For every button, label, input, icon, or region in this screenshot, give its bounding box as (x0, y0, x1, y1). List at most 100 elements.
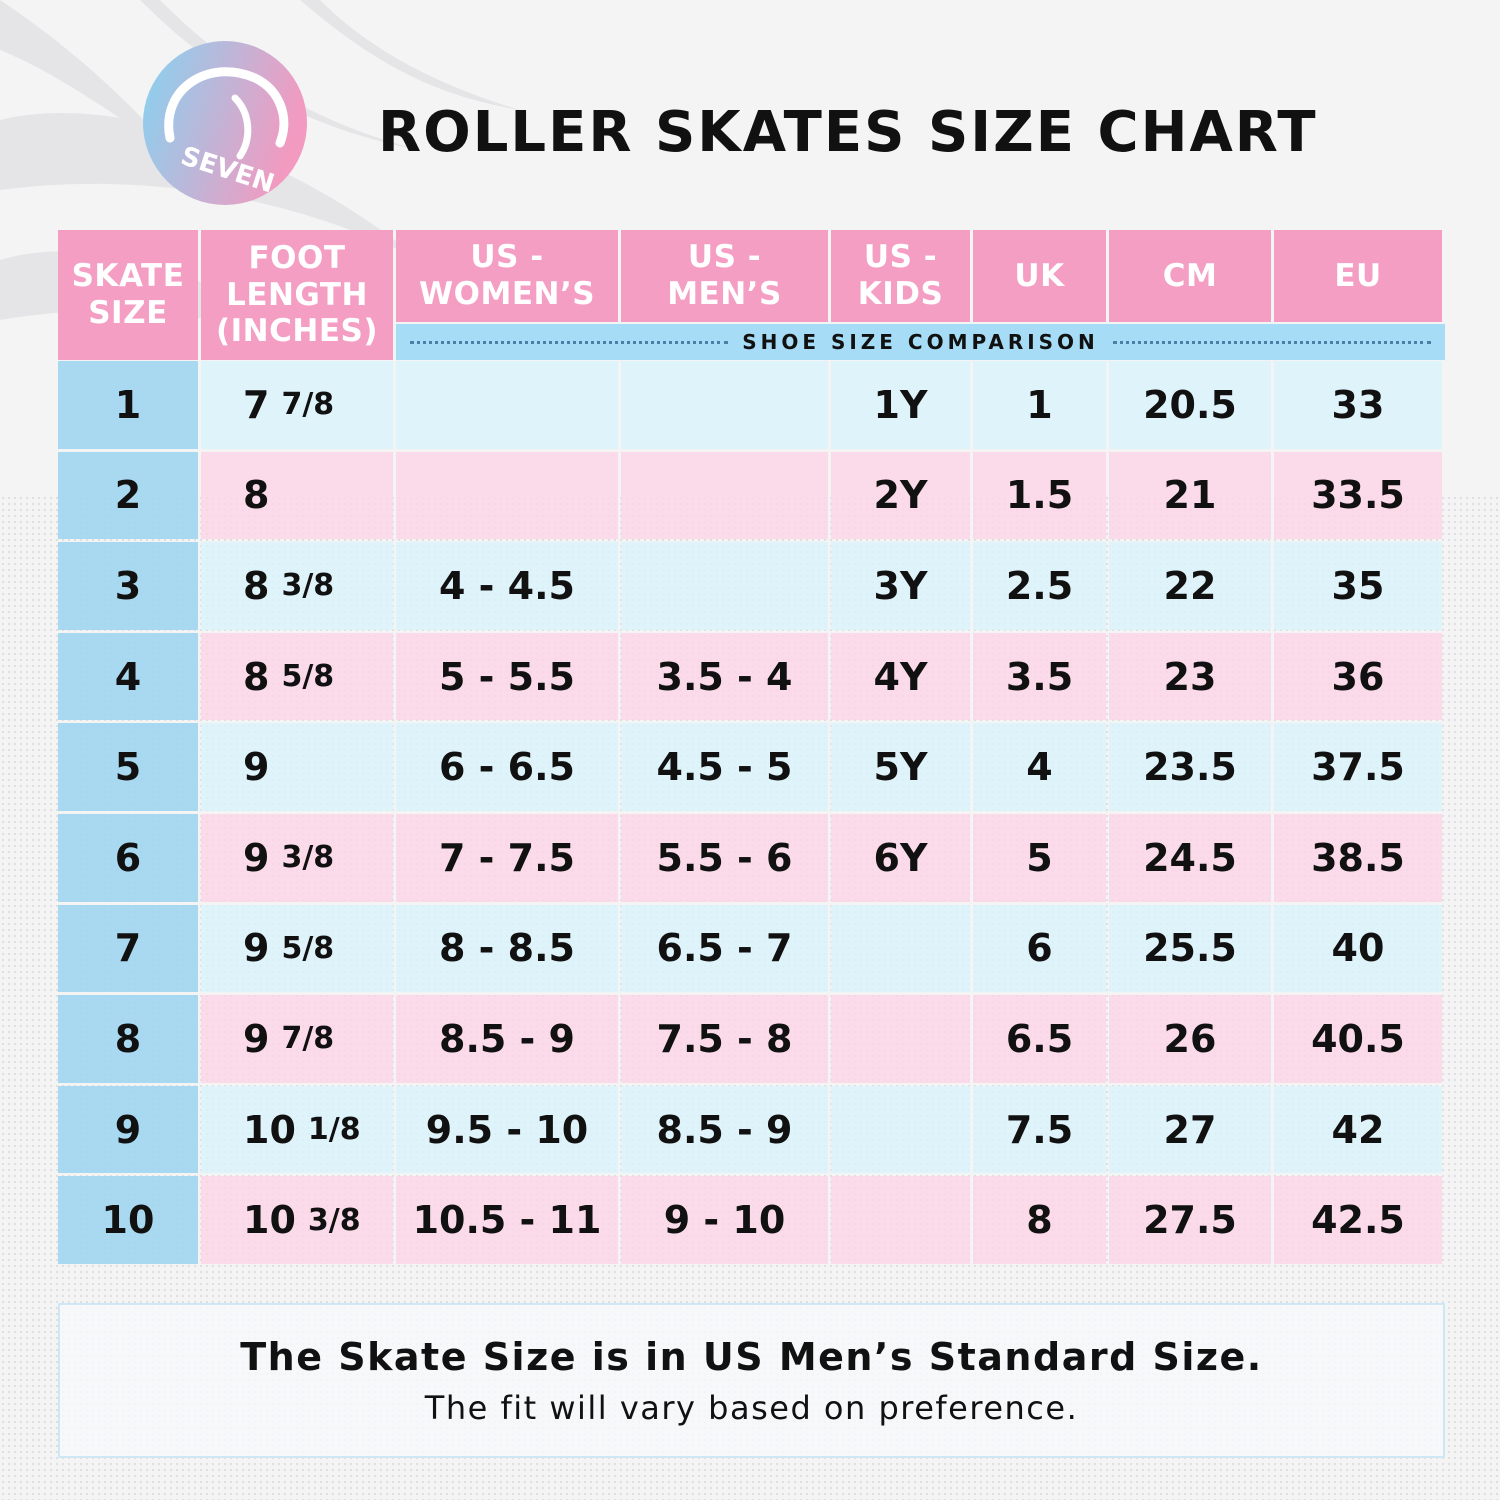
cell-value: 21 (1163, 473, 1217, 518)
cell-cm: 23.5 (1109, 723, 1271, 811)
cell-value: 5.5 - 6 (656, 835, 793, 880)
cell-value: 23.5 (1143, 745, 1237, 790)
cell-value: 27.5 (1143, 1198, 1237, 1243)
cell-value: 6 (1026, 926, 1053, 971)
cell-value: 7.5 - 8 (656, 1016, 793, 1061)
cell-value: 10 (243, 1198, 296, 1243)
cell-us-women: 6 - 6.5 (396, 723, 618, 811)
cell-value: 4 (114, 654, 142, 699)
cell-value: 6Y (873, 835, 928, 880)
cell-value: 42 (1331, 1107, 1385, 1152)
cell-eu: 42 (1274, 1085, 1442, 1174)
cell-uk: 2.5 (973, 542, 1106, 630)
cell-value: 3Y (873, 563, 928, 608)
cell-value: 42.5 (1311, 1198, 1405, 1243)
cell-value: 40 (1331, 926, 1385, 971)
cell-value: 9.5 - 10 (425, 1107, 589, 1152)
cell-value: 1Y (873, 382, 928, 427)
cell-us-women: 8 - 8.5 (396, 904, 618, 993)
cell-us-men: 6.5 - 7 (621, 904, 828, 993)
cell-cm: 24.5 (1109, 814, 1271, 902)
cell-fraction: 5/8 (281, 659, 335, 695)
cell-us-women (396, 451, 618, 540)
cell-uk: 8 (973, 1176, 1106, 1264)
header-us-kids: US - KIDS (831, 230, 970, 322)
cell-value: 23 (1163, 654, 1217, 699)
cell-value: 8.5 - 9 (656, 1107, 793, 1152)
cell-value: 37.5 (1311, 745, 1405, 790)
cell-us-kids: 4Y (831, 632, 970, 721)
seven-logo: SEVEN (143, 41, 307, 205)
header-text: (INCHES) (215, 313, 378, 350)
header-text: FOOT (248, 240, 346, 277)
header-text: WOMEN’S (418, 276, 596, 312)
cell-value: 9 - 10 (663, 1198, 786, 1243)
cell-eu: 40 (1274, 904, 1442, 993)
cell-foot-length: 9 (201, 723, 393, 811)
cell-us-kids: 6Y (831, 814, 970, 902)
cell-skate-size: 1 (58, 361, 198, 449)
cell-value: 33.5 (1311, 473, 1405, 518)
page-title: ROLLER SKATES SIZE CHART (378, 100, 1318, 165)
cell-uk: 5 (973, 814, 1106, 902)
cell-cm: 23 (1109, 632, 1271, 721)
cell-fraction: 5/8 (281, 930, 335, 966)
cell-us-kids: 1Y (831, 361, 970, 449)
cell-value: 8 (243, 563, 270, 608)
header-skate-size: SKATE SIZE (58, 230, 198, 360)
cell-value: 6 (114, 835, 142, 880)
header-text: SKATE (71, 258, 185, 295)
cell-value: 24.5 (1143, 835, 1237, 880)
cell-eu: 35 (1274, 542, 1442, 630)
cell-value: 5 - 5.5 (439, 654, 575, 699)
cell-skate-size: 2 (58, 451, 198, 540)
shoe-size-comparison-band: SHOE SIZE COMPARISON (396, 324, 1445, 360)
cell-value: 6.5 - 7 (656, 926, 793, 971)
cell-value: 6.5 (1005, 1016, 1074, 1061)
comparison-label: SHOE SIZE COMPARISON (742, 330, 1099, 354)
cell-skate-size: 7 (58, 904, 198, 993)
header-uk: UK (973, 230, 1106, 322)
cell-fraction: 3/8 (281, 568, 335, 604)
cell-us-women: 5 - 5.5 (396, 632, 618, 721)
cell-value: 2Y (873, 473, 928, 518)
header-us-women: US - WOMEN’S (396, 230, 618, 322)
header-eu: EU (1274, 230, 1442, 322)
cell-value: 10 (243, 1107, 296, 1152)
cell-us-kids (831, 1085, 970, 1174)
cell-value: 1.5 (1005, 473, 1074, 518)
cell-value: 4.5 - 5 (656, 745, 793, 790)
cell-us-kids (831, 995, 970, 1083)
cell-value: 7 (114, 926, 142, 971)
cell-value: 3 (114, 563, 142, 608)
cell-value: 6 - 6.5 (439, 745, 575, 790)
cell-value: 10 (101, 1198, 155, 1243)
cell-foot-length: 10 1/8 (201, 1085, 393, 1174)
cell-eu: 37.5 (1274, 723, 1442, 811)
dotted-rule (410, 340, 729, 344)
cell-uk: 1 (973, 361, 1106, 449)
cell-value: 25.5 (1143, 926, 1237, 971)
header-text: US - (470, 239, 544, 276)
cell-value: 9 (243, 926, 270, 971)
cell-cm: 26 (1109, 995, 1271, 1083)
cell-us-women: 4 - 4.5 (396, 542, 618, 630)
cell-value: 22 (1163, 563, 1217, 608)
cell-foot-length: 7 7/8 (201, 361, 393, 449)
cell-value: 4Y (873, 654, 928, 699)
cell-skate-size: 3 (58, 542, 198, 630)
cell-us-kids: 3Y (831, 542, 970, 630)
cell-uk: 6 (973, 904, 1106, 993)
header-text: LENGTH (226, 276, 368, 313)
cell-us-women: 10.5 - 11 (396, 1176, 618, 1264)
note-line-2: The fit will vary based on preference. (424, 1389, 1079, 1427)
cell-value: 1 (1026, 382, 1053, 427)
cell-value: 5 (114, 745, 142, 790)
cell-us-women: 8.5 - 9 (396, 995, 618, 1083)
cell-eu: 42.5 (1274, 1176, 1442, 1264)
cell-fraction: 1/8 (307, 1112, 361, 1148)
cell-uk: 1.5 (973, 451, 1106, 540)
cell-value: 40.5 (1311, 1016, 1405, 1061)
cell-us-men (621, 451, 828, 540)
cell-value: 1 (114, 382, 142, 427)
